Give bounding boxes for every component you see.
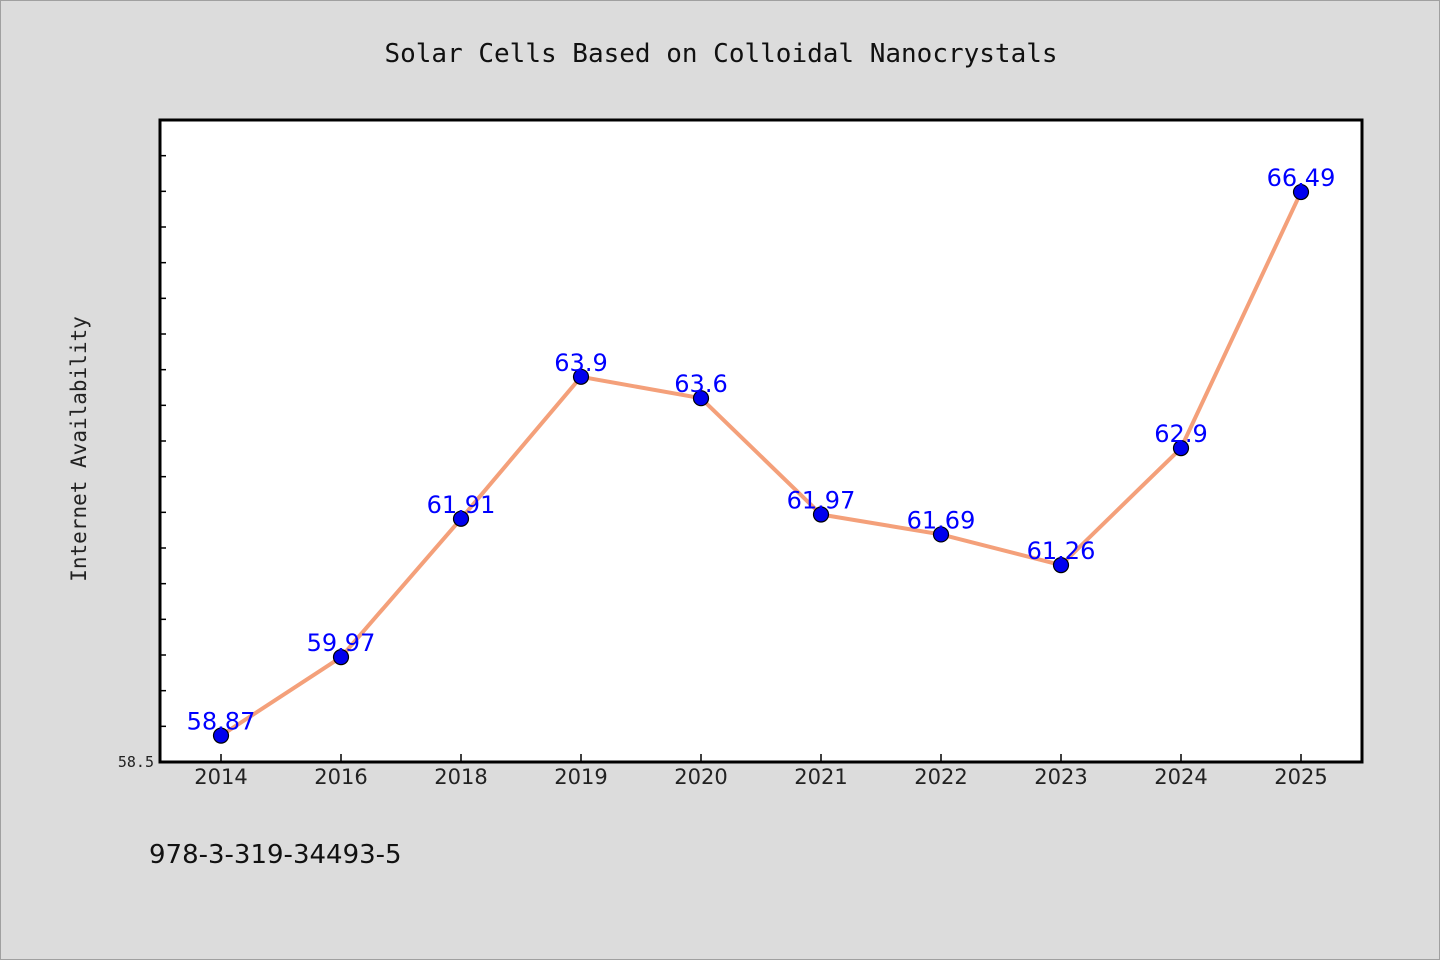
data-point bbox=[332, 649, 350, 666]
x-tick-label: 2019 bbox=[554, 765, 607, 789]
series-line bbox=[219, 190, 1303, 738]
data-point bbox=[452, 510, 470, 527]
plot-area bbox=[158, 118, 1364, 764]
x-tick-label: 2024 bbox=[1154, 765, 1207, 789]
data-label: 61.69 bbox=[907, 506, 976, 534]
x-tick-label: 2014 bbox=[194, 765, 247, 789]
data-point bbox=[692, 390, 710, 407]
data-label: 63.6 bbox=[674, 370, 727, 398]
data-point bbox=[812, 506, 830, 523]
data-label: 61.97 bbox=[787, 486, 856, 514]
data-label: 59.97 bbox=[307, 629, 376, 657]
series-layer bbox=[212, 183, 1310, 744]
chart-title: Solar Cells Based on Colloidal Nanocryst… bbox=[384, 39, 1057, 69]
data-labels: 58.87 59.97 61.91 63.9 63.6 61.97 61.69 61.26 62… bbox=[187, 164, 1336, 736]
data-point bbox=[212, 727, 230, 744]
data-label: 66.49 bbox=[1267, 164, 1336, 192]
data-label: 63.9 bbox=[554, 349, 607, 377]
data-point bbox=[1172, 440, 1190, 457]
data-point bbox=[1052, 557, 1070, 574]
y-axis-ticks: 58.5 bbox=[118, 154, 166, 771]
x-tick-label: 2021 bbox=[794, 765, 847, 789]
data-point bbox=[1292, 183, 1310, 201]
x-tick-label: 2016 bbox=[314, 765, 367, 789]
x-axis-ticks: 2014 2016 2018 2019 2020 2021 2022 2023 2024 2025 bbox=[194, 754, 1328, 789]
x-tick-label: 2020 bbox=[674, 765, 727, 789]
x-tick-label: 2025 bbox=[1274, 765, 1327, 789]
footer-isbn: 978-3-319-34493-5 bbox=[149, 840, 402, 870]
data-label: 61.91 bbox=[427, 491, 496, 519]
y-tick-label: 58.5 bbox=[118, 753, 154, 771]
data-point bbox=[932, 526, 950, 543]
x-tick-label: 2023 bbox=[1034, 765, 1087, 789]
x-tick-label: 2022 bbox=[914, 765, 967, 789]
y-axis-label: Internet Availability bbox=[67, 316, 91, 582]
data-point bbox=[572, 368, 590, 385]
data-label: 62.9 bbox=[1154, 420, 1207, 448]
data-label: 58.87 bbox=[187, 708, 256, 736]
data-label: 61.26 bbox=[1027, 537, 1096, 565]
x-tick-label: 2018 bbox=[434, 765, 487, 789]
